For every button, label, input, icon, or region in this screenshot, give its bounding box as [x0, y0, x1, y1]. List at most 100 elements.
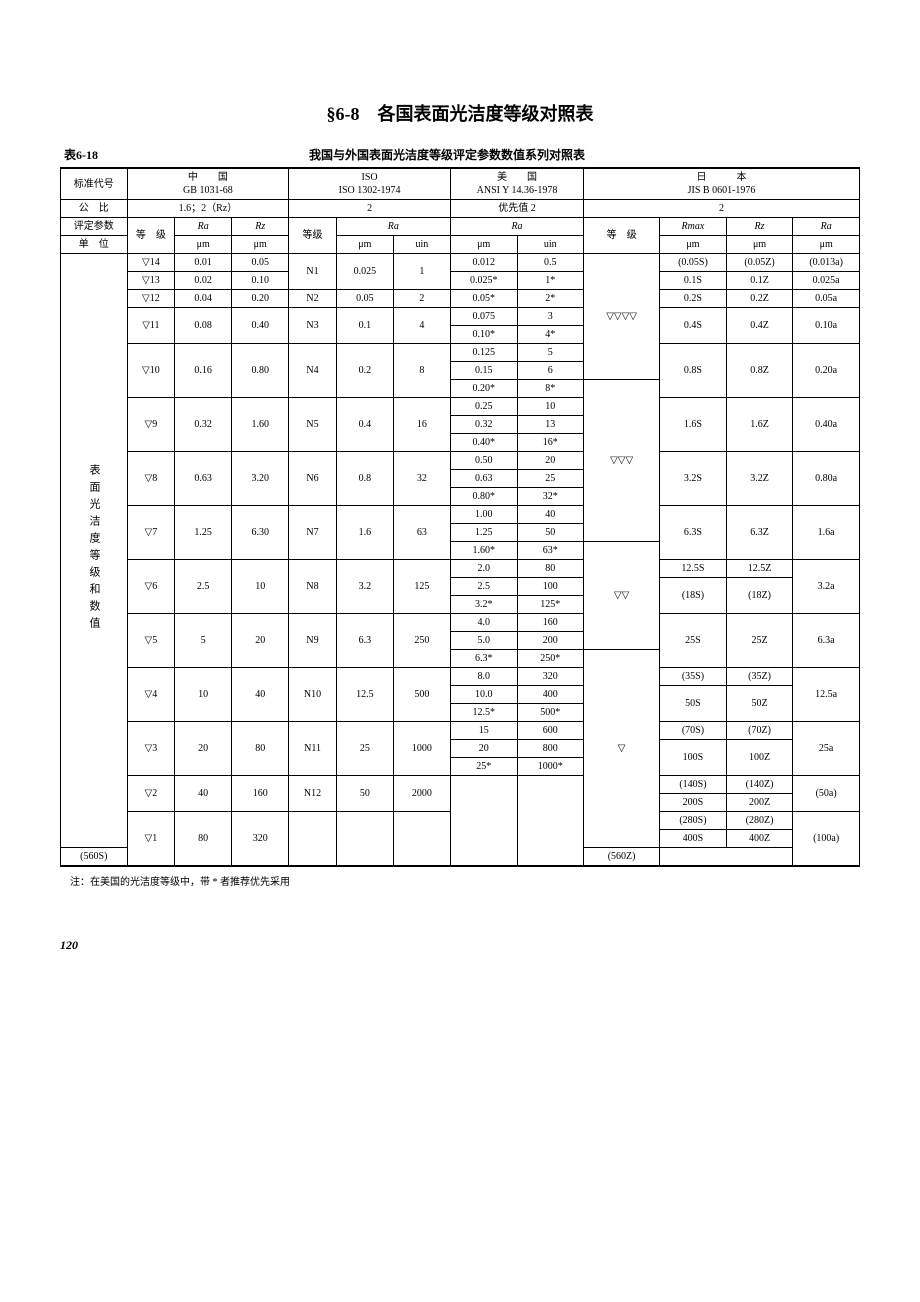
- cell: (0.05Z): [726, 254, 793, 272]
- cell: 12.5*: [450, 704, 517, 722]
- cell: 0.20a: [793, 344, 860, 398]
- cell: 12.5Z: [726, 560, 793, 578]
- cell: 0.025*: [450, 272, 517, 290]
- cell: 5.0: [450, 632, 517, 650]
- cell: 0.20*: [450, 380, 517, 398]
- cell: (35S): [660, 668, 727, 686]
- cell: 0.1Z: [726, 272, 793, 290]
- cell: 3.2*: [450, 596, 517, 614]
- cell: 100Z: [726, 740, 793, 776]
- cell: 0.2S: [660, 290, 727, 308]
- hdr-ra-iso: Ra: [336, 218, 450, 236]
- cell: (18Z): [726, 578, 793, 614]
- hdr-iso: ISO ISO 1302-1974: [289, 168, 451, 200]
- hdr-std-code: 标准代号: [61, 168, 128, 200]
- cell: 12.5S: [660, 560, 727, 578]
- cell: 1.6Z: [726, 398, 793, 452]
- cell: 200Z: [726, 794, 793, 812]
- cell: 100S: [660, 740, 727, 776]
- cell: 1000*: [517, 758, 584, 776]
- cell: 25Z: [726, 614, 793, 668]
- cell: 0.10*: [450, 326, 517, 344]
- cell: 15: [450, 722, 517, 740]
- cell: 125*: [517, 596, 584, 614]
- cell: 0.075: [450, 308, 517, 326]
- cell: 0.8S: [660, 344, 727, 398]
- cell: 80: [175, 812, 232, 867]
- cell: 1*: [517, 272, 584, 290]
- cell: 32: [393, 452, 450, 506]
- hdr-rz-cn: Rz: [232, 218, 289, 236]
- hdr-um-1: μm: [175, 236, 232, 254]
- hdr-ra-jp: Ra: [793, 218, 860, 236]
- cell: 20: [232, 614, 289, 668]
- cell: 25: [517, 470, 584, 488]
- cell: 50: [517, 524, 584, 542]
- cell: 0.15: [450, 362, 517, 380]
- cell: [450, 776, 517, 867]
- cell: 13: [517, 416, 584, 434]
- cell: 100: [517, 578, 584, 596]
- cell: 0.50: [450, 452, 517, 470]
- cell: 0.10a: [793, 308, 860, 344]
- cell: 8*: [517, 380, 584, 398]
- cell: 20: [450, 740, 517, 758]
- cell: 1.25: [450, 524, 517, 542]
- cell: 250: [393, 614, 450, 668]
- cell: 0.02: [175, 272, 232, 290]
- cell: (560S): [61, 848, 128, 867]
- cell: 0.4: [336, 398, 393, 452]
- hdr-japan: 日 本 JIS B 0601-1976: [584, 168, 860, 200]
- cell: 3.2Z: [726, 452, 793, 506]
- cell: 8: [393, 344, 450, 398]
- hdr-grade-iso: 等级: [289, 218, 337, 254]
- cell: N10: [289, 668, 337, 722]
- cell: ▽▽▽▽: [584, 254, 660, 380]
- cell: 200: [517, 632, 584, 650]
- cell: 25a: [793, 722, 860, 776]
- cell: 320: [517, 668, 584, 686]
- page-number: 120: [60, 938, 860, 953]
- table-caption-row: 表6-18 我国与外国表面光洁度等级评定参数数值系列对照表: [60, 146, 860, 163]
- cell: 1.25: [175, 506, 232, 560]
- cell: 1.6a: [793, 506, 860, 560]
- cell: 0.05: [336, 290, 393, 308]
- cell: 0.63: [450, 470, 517, 488]
- table-body: 表面光洁度等级和数值 ▽14 0.01 0.05 N1 0.025 1 0.01…: [61, 254, 860, 867]
- cell: (50a): [793, 776, 860, 812]
- cell: N6: [289, 452, 337, 506]
- cell: 0.20: [232, 290, 289, 308]
- cell: N3: [289, 308, 337, 344]
- cell: 0.05a: [793, 290, 860, 308]
- cell: 25S: [660, 614, 727, 668]
- cell: 0.80*: [450, 488, 517, 506]
- hdr-china: 中 国 GB 1031-68: [127, 168, 289, 200]
- cell: 4: [393, 308, 450, 344]
- cell: 6.3: [336, 614, 393, 668]
- cell: 1000: [393, 722, 450, 776]
- cell: 250*: [517, 650, 584, 668]
- hdr-uin-1: uin: [393, 236, 450, 254]
- cell: 0.63: [175, 452, 232, 506]
- cell: 32*: [517, 488, 584, 506]
- hdr-grade-jp: 等 级: [584, 218, 660, 254]
- cell: 400: [517, 686, 584, 704]
- hdr-unit: 单 位: [61, 236, 128, 254]
- cell: ▽4: [127, 668, 175, 722]
- cell: (35Z): [726, 668, 793, 686]
- cell: ▽▽: [584, 542, 660, 650]
- cell: 500*: [517, 704, 584, 722]
- cell: 8.0: [450, 668, 517, 686]
- cell: ▽14: [127, 254, 175, 272]
- hdr-um-3: μm: [336, 236, 393, 254]
- cell: 50S: [660, 686, 727, 722]
- cell: 2*: [517, 290, 584, 308]
- hdr-um-6: μm: [726, 236, 793, 254]
- cell: 80: [232, 722, 289, 776]
- cell: 4.0: [450, 614, 517, 632]
- cell: 10: [175, 668, 232, 722]
- cell: 1.60: [232, 398, 289, 452]
- cell: ▽3: [127, 722, 175, 776]
- hdr-china-ratio: 1.6；2（Rz）: [127, 200, 289, 218]
- cell: 25: [336, 722, 393, 776]
